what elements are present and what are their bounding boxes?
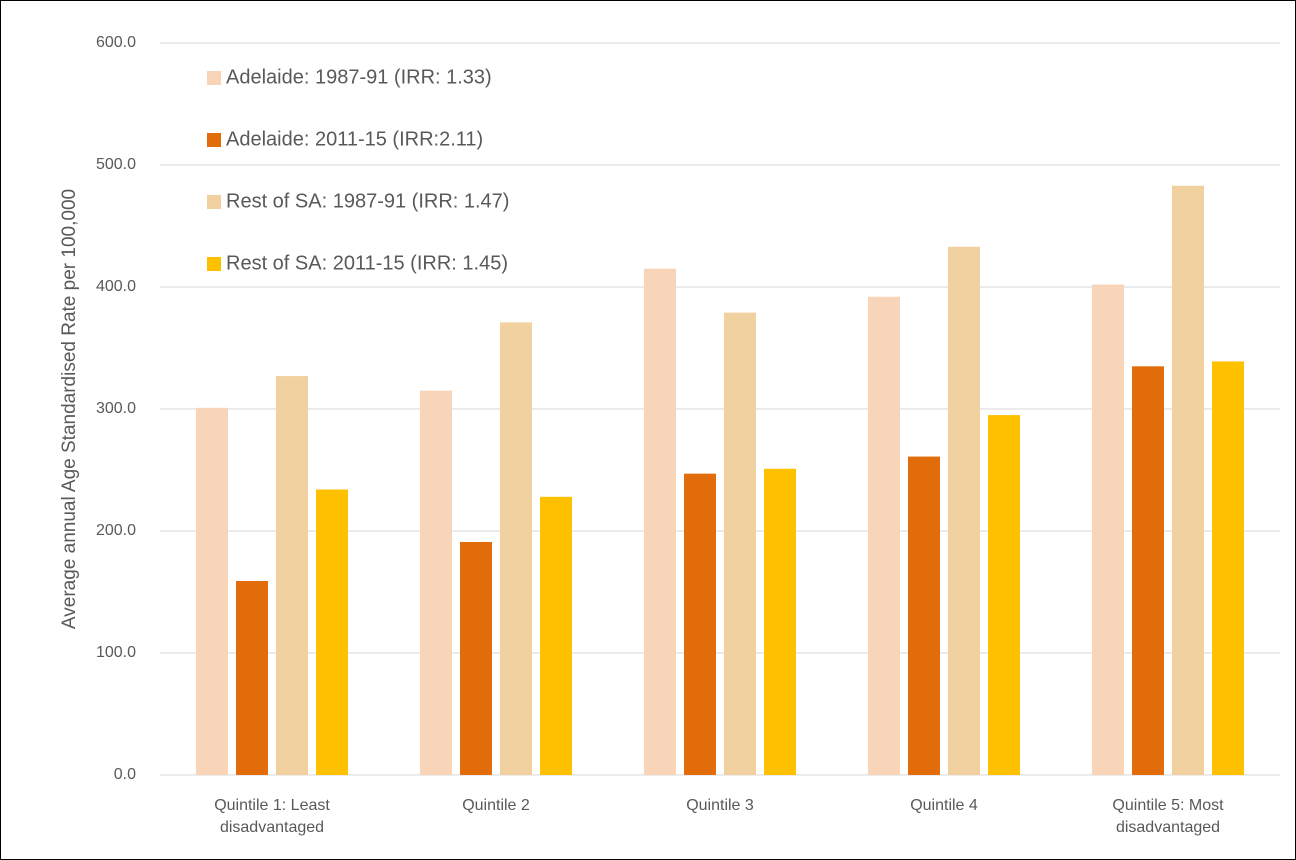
bar: [948, 246, 980, 776]
bar: [908, 456, 940, 775]
bar: [1092, 284, 1124, 775]
y-tick-label: 0.0: [114, 766, 136, 783]
bar: [1132, 366, 1164, 775]
y-tick-label: 500.0: [96, 156, 136, 173]
y-axis-title: Average annual Age Standardised Rate per…: [59, 189, 80, 629]
bar: [1212, 361, 1244, 775]
bar: [316, 489, 348, 775]
x-tick-label: Quintile 5: Most disadvantaged: [1112, 797, 1224, 836]
y-tick-label: 400.0: [96, 278, 136, 295]
bar: [724, 312, 756, 775]
x-tick-label: Quintile 1: Least disadvantaged: [214, 797, 330, 836]
legend-label: Rest of SA: 1987-91 (IRR: 1.47): [226, 190, 509, 212]
bar: [500, 322, 532, 775]
x-tick-label: Quintile 4: [910, 797, 978, 814]
bar: [460, 541, 492, 775]
y-tick-label: 200.0: [96, 522, 136, 539]
x-tick-label: Quintile 3: [686, 797, 754, 814]
legend-label: Adelaide: 2011-15 (IRR:2.11): [226, 128, 483, 150]
y-tick-label: 100.0: [96, 644, 136, 661]
legend-swatch: [207, 257, 221, 271]
bar: [988, 415, 1020, 775]
bar: [540, 496, 572, 775]
bar: [868, 296, 900, 775]
bar: [276, 376, 308, 775]
bar: [684, 473, 716, 775]
bar: [420, 390, 452, 775]
legend-swatch: [207, 195, 221, 209]
legend-swatch: [207, 133, 221, 147]
legend-label: Rest of SA: 2011-15 (IRR: 1.45): [226, 252, 508, 274]
legend-swatch: [207, 71, 221, 85]
bar: [644, 268, 676, 775]
bar: [196, 407, 228, 775]
y-tick-label: 300.0: [96, 400, 136, 417]
bar: [764, 468, 796, 775]
legend-label: Adelaide: 1987-91 (IRR: 1.33): [226, 66, 492, 88]
bar: [1172, 185, 1204, 776]
y-tick-label: 600.0: [96, 34, 136, 51]
bar: [236, 581, 268, 775]
x-tick-label: Quintile 2: [462, 797, 530, 814]
